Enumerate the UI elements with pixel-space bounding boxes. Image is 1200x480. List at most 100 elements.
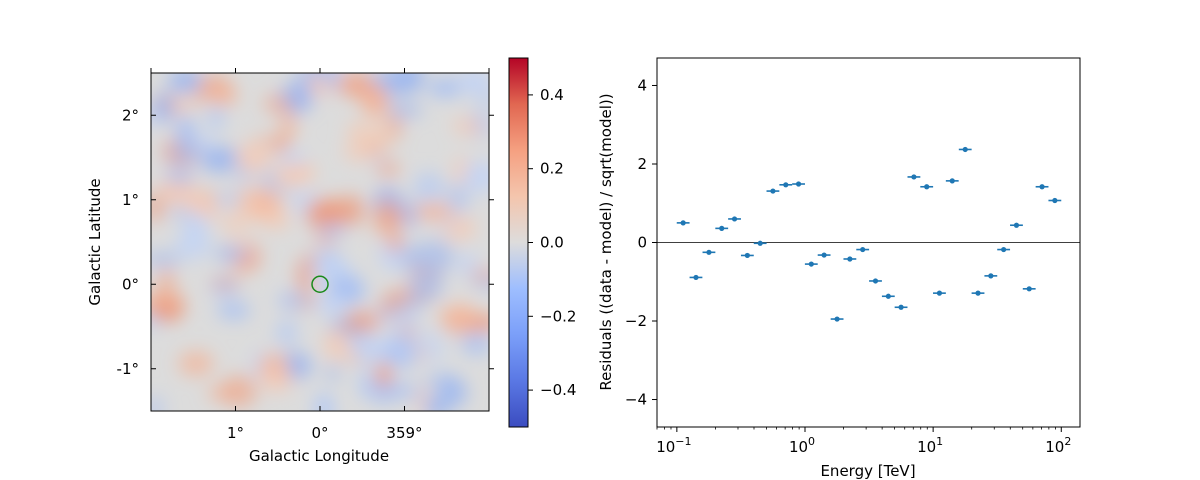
residual-blob [153,92,174,124]
residual-points [676,146,1062,322]
residual-blob [201,148,238,173]
residual-point [804,261,818,267]
residual-blob [279,151,306,167]
residuals-x-tick-label: 10−1 [656,435,691,456]
residual-blob [165,166,195,187]
residual-blob [343,309,381,334]
residual-blob [413,171,445,203]
residual-blob [151,396,164,411]
residual-blob [376,359,391,391]
residual-blob [359,368,373,401]
residual-point [715,225,729,231]
residual-blob [375,160,401,178]
residual-blob [325,365,341,381]
residual-blob [428,79,462,97]
residual-blob [475,89,489,108]
residual-blob [263,94,293,114]
residual-blob [318,224,346,236]
residuals-panel: 10−1 100 101 102 4 2 0 −2 −4 Energy [TeV] Resid… [597,57,1081,480]
residual-blob [178,351,214,376]
residual-blob [221,374,258,408]
residual-blob [314,295,350,314]
residual-marker [898,304,904,310]
residual-blob [151,254,182,265]
residual-marker [757,240,763,246]
residual-point [702,249,716,255]
residual-marker [860,246,866,253]
residual-point [676,220,690,226]
residual-marker [706,249,712,255]
map-residual-texture [151,73,489,411]
map-x-axis-label: Galactic Longitude [249,447,389,465]
residuals-y-tick-label: 2 [637,155,647,173]
residuals-x-axis-label: Energy [TeV] [820,462,915,480]
residual-blob [379,383,412,397]
map-x-tick-label: 359° [386,424,422,442]
residual-blob [313,231,337,246]
residual-blob [314,392,334,411]
residual-point [869,278,882,284]
colorbar-gradient [509,58,528,427]
residual-point [792,181,805,187]
residual-marker [1013,222,1020,228]
residual-blob [452,117,486,136]
map-y-tick-label: 1° [122,191,139,209]
residual-blob [169,144,200,161]
colorbar-tick-label: −0.4 [540,381,576,399]
residual-point [728,216,741,222]
residual-blob [407,269,444,301]
residuals-y-tick-label: 0 [637,234,647,252]
residual-blob [440,309,459,329]
residuals-x-tick-label: 100 [789,435,815,456]
residual-blob [207,105,225,132]
residual-marker [924,184,930,190]
residual-marker [1039,184,1045,190]
residual-point [689,274,703,281]
residual-marker [693,274,699,281]
residual-blob [306,199,346,229]
residual-marker [808,261,814,267]
residual-blob [151,192,167,222]
residual-marker [731,216,738,222]
residual-blob [273,134,288,155]
residual-blob [423,376,461,389]
residual-marker [821,252,827,258]
residual-blob [464,160,489,194]
residual-point [766,188,780,194]
map-x-tick-label: 1° [227,424,244,442]
residual-blob [260,208,291,231]
residual-blob [415,240,455,274]
residual-blob [189,94,205,107]
residual-marker [885,293,891,299]
colorbar: 0.4 0.2 0.0 −0.2 −0.4 [508,57,576,428]
residual-blob [384,73,412,79]
residual-blob [309,74,328,97]
residual-blob [355,120,396,152]
residuals-y-tick-label: −2 [625,312,647,330]
residual-blob [363,89,389,102]
residual-point [881,293,895,299]
residual-blob [261,366,292,394]
residual-point [830,316,844,322]
residual-point [1022,286,1036,292]
residual-point [1048,197,1062,204]
residual-marker [719,225,725,231]
residual-point [945,178,959,184]
residual-blob [220,218,245,230]
residual-blob [233,143,271,175]
residual-blob [151,313,163,328]
residual-blob [388,231,402,253]
residual-point [958,146,972,153]
map-y-ticks: 2° 1° 0° -1° [117,106,494,378]
residual-marker [988,273,994,279]
residual-marker [834,316,840,322]
map-y-tick-label: 0° [122,275,139,293]
residual-marker [911,174,917,180]
residual-blob [413,203,454,220]
residual-blob [338,276,365,304]
residual-blob [424,396,449,411]
residual-blob [461,331,489,356]
map-x-tick-label: 0° [311,424,328,442]
residual-point [779,182,793,188]
residual-point [753,240,767,246]
